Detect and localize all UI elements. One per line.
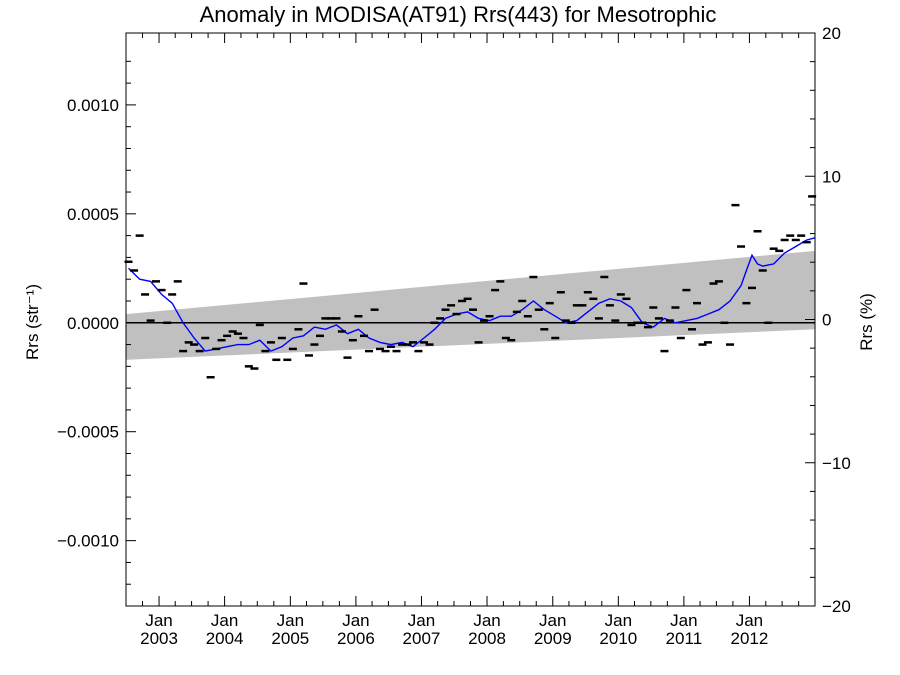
axes-layer: 0.00100.00050.0000−0.0005−0.001020100−10…: [57, 24, 851, 648]
trend-band: [126, 250, 815, 360]
y-left-tick-label: 0.0005: [67, 205, 119, 224]
y-axis-left-label: Rrs (str⁻¹): [23, 284, 42, 360]
x-tick-month-label: Jan: [473, 611, 500, 630]
x-tick-year-label: 2012: [731, 629, 769, 648]
y-left-tick-label: −0.0010: [57, 532, 119, 551]
x-tick-year-label: 2009: [534, 629, 572, 648]
y-axis-right-label: Rrs (%): [857, 293, 876, 351]
x-tick-month-label: Jan: [211, 611, 238, 630]
x-tick-year-label: 2003: [140, 629, 178, 648]
y-right-tick-label: −10: [822, 454, 851, 473]
x-tick-year-label: 2008: [468, 629, 506, 648]
x-tick-month-label: Jan: [736, 611, 763, 630]
y-right-tick-label: 0: [822, 311, 831, 330]
x-tick-month-label: Jan: [408, 611, 435, 630]
x-tick-month-label: Jan: [605, 611, 632, 630]
y-right-tick-label: 10: [822, 167, 841, 186]
monthly-anomaly-markers: [124, 195, 817, 379]
y-right-tick-label: −20: [822, 597, 851, 616]
x-tick-month-label: Jan: [539, 611, 566, 630]
x-tick-year-label: 2010: [599, 629, 637, 648]
y-left-tick-label: −0.0005: [57, 423, 119, 442]
x-tick-month-label: Jan: [145, 611, 172, 630]
x-tick-year-label: 2005: [271, 629, 309, 648]
x-tick-year-label: 2007: [403, 629, 441, 648]
x-tick-month-label: Jan: [277, 611, 304, 630]
x-tick-year-label: 2004: [206, 629, 244, 648]
x-tick-year-label: 2006: [337, 629, 375, 648]
y-left-tick-label: 0.0000: [67, 314, 119, 333]
x-tick-month-label: Jan: [670, 611, 697, 630]
trend-band-layer: [126, 250, 815, 360]
chart-title: Anomaly in MODISA(AT91) Rrs(443) for Mes…: [200, 2, 717, 27]
y-left-tick-label: 0.0010: [67, 96, 119, 115]
x-tick-month-label: Jan: [342, 611, 369, 630]
y-right-tick-label: 20: [822, 24, 841, 43]
x-tick-year-label: 2011: [666, 629, 703, 648]
